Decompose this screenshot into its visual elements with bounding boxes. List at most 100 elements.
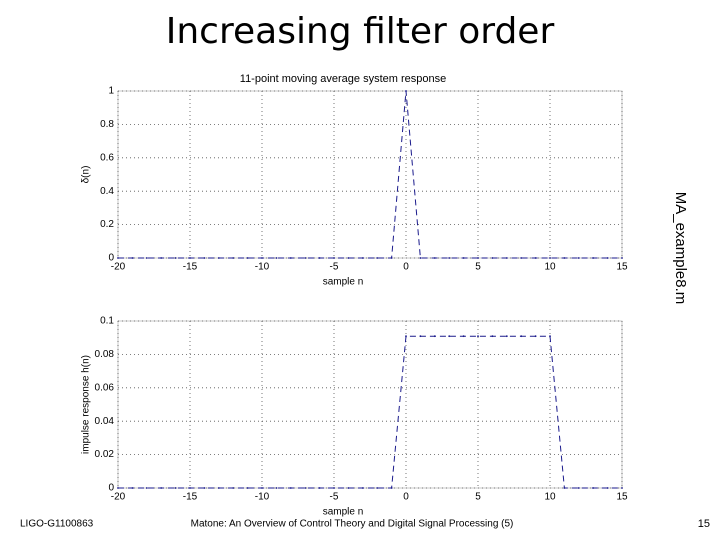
x-tick-label: -10 — [255, 262, 270, 273]
x-tick-label: 0 — [403, 492, 409, 503]
data-point — [318, 487, 321, 489]
y-tick-label: 0.6 — [100, 152, 114, 163]
x-tick-label: 5 — [475, 262, 481, 273]
data-point — [433, 257, 436, 259]
data-point — [275, 487, 278, 489]
footer-center: Matone: An Overview of Control Theory an… — [191, 519, 514, 530]
y-tick-label: 0 — [108, 253, 114, 264]
y-tick-label: 0.8 — [100, 119, 114, 130]
x-tick-label: 15 — [616, 262, 628, 273]
data-point — [606, 257, 609, 259]
data-point — [405, 335, 407, 338]
data-point — [347, 257, 350, 259]
data-point — [232, 487, 235, 489]
data-point — [275, 257, 278, 259]
x-axis-label: sample n — [323, 507, 364, 518]
data-point — [145, 257, 148, 259]
data-point — [217, 257, 220, 259]
data-point — [261, 487, 263, 489]
chart-title: 11-point moving average system response — [240, 73, 446, 85]
x-axis-label: sample n — [323, 277, 364, 288]
data-point — [621, 487, 623, 489]
data-point — [563, 487, 566, 489]
x-tick-label: -20 — [111, 262, 126, 273]
data-point — [462, 335, 465, 338]
data-point — [261, 257, 263, 259]
data-point — [131, 487, 134, 489]
data-line — [118, 335, 622, 489]
y-axis-label: δ(n) — [81, 166, 92, 184]
data-point — [246, 487, 249, 489]
data-point — [606, 487, 609, 489]
data-point — [376, 257, 379, 259]
x-tick-label: -5 — [330, 262, 339, 273]
data-line — [118, 90, 622, 259]
data-point — [361, 487, 364, 489]
data-point — [534, 257, 537, 259]
data-point — [592, 487, 595, 489]
data-point — [289, 487, 292, 489]
data-point — [333, 257, 335, 259]
data-point — [592, 257, 595, 259]
data-point — [174, 487, 177, 489]
page-number: 15 — [698, 518, 710, 530]
data-point — [405, 90, 407, 92]
data-point — [304, 487, 307, 489]
data-point — [505, 257, 508, 259]
data-point — [160, 487, 163, 489]
data-point — [577, 257, 580, 259]
data-point — [462, 257, 465, 259]
data-point — [318, 257, 321, 259]
x-tick-label: -15 — [183, 492, 198, 503]
x-tick-label: 0 — [403, 262, 409, 273]
data-point — [390, 487, 393, 489]
data-point — [621, 257, 623, 259]
data-point — [145, 487, 148, 489]
data-point — [376, 487, 379, 489]
y-tick-label: 0.06 — [95, 382, 115, 393]
data-point — [232, 257, 235, 259]
x-tick-label: 10 — [544, 262, 556, 273]
data-point — [189, 487, 191, 489]
y-tick-label: 0.02 — [95, 449, 115, 460]
data-point — [577, 487, 580, 489]
plot-frame — [117, 90, 623, 259]
x-tick-label: 15 — [616, 492, 628, 503]
y-tick-label: 0.08 — [95, 349, 115, 360]
data-point — [117, 487, 119, 489]
y-axis-label: impulse response h(n) — [81, 355, 92, 454]
data-point — [333, 487, 335, 489]
data-point — [534, 335, 537, 338]
x-tick-label: 10 — [544, 492, 556, 503]
y-tick-label: 0.1 — [100, 316, 114, 327]
y-tick-label: 0.2 — [100, 219, 114, 230]
data-point — [347, 487, 350, 489]
footer-left: LIGO-G1100863 — [20, 519, 94, 530]
data-point — [563, 257, 566, 259]
data-point — [505, 335, 508, 338]
data-point — [189, 257, 191, 259]
x-tick-label: 5 — [475, 492, 481, 503]
data-point — [304, 257, 307, 259]
x-tick-label: -20 — [111, 492, 126, 503]
data-point — [491, 257, 494, 259]
y-tick-label: 1 — [108, 86, 114, 97]
x-tick-label: -5 — [330, 492, 339, 503]
data-point — [117, 257, 119, 259]
data-point — [491, 335, 494, 338]
data-point — [448, 335, 451, 338]
data-point — [246, 257, 249, 259]
data-point — [477, 335, 479, 338]
data-point — [448, 257, 451, 259]
plot-frame — [117, 320, 623, 489]
data-point — [520, 335, 523, 338]
data-point — [217, 487, 220, 489]
data-point — [433, 335, 436, 338]
data-point — [289, 257, 292, 259]
data-point — [419, 257, 422, 259]
data-point — [520, 257, 523, 259]
data-point — [549, 257, 551, 259]
y-tick-label: 0.04 — [95, 416, 115, 427]
x-tick-label: -15 — [183, 262, 198, 273]
